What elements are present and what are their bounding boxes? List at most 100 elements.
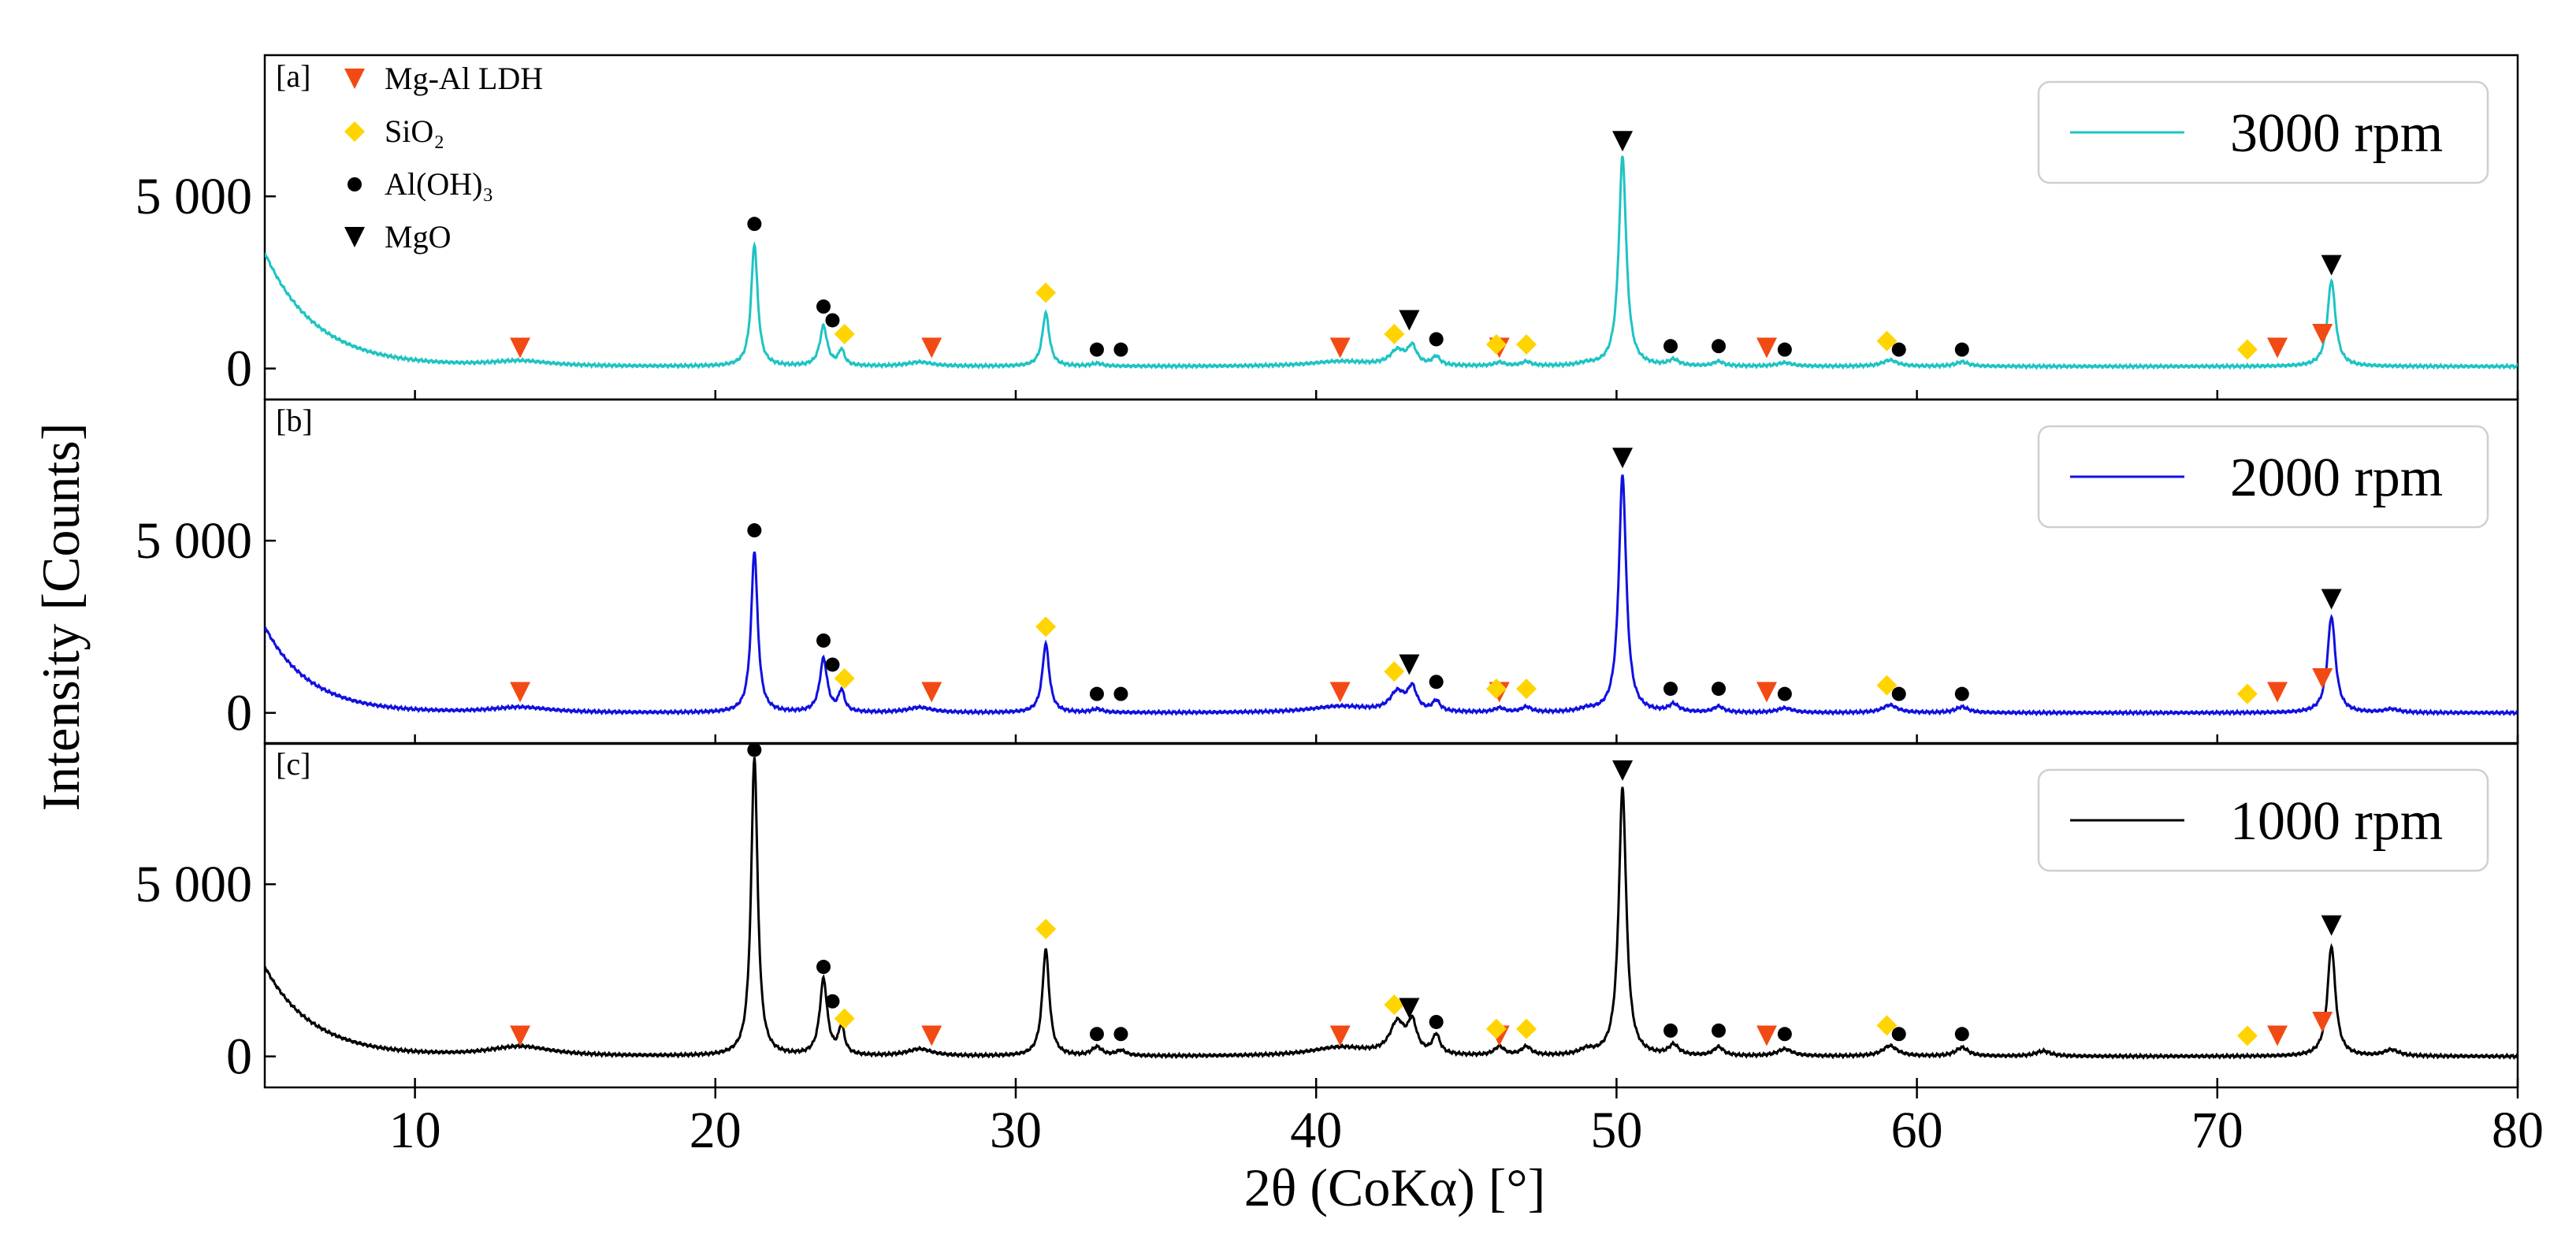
ldh-marker bbox=[2312, 667, 2333, 689]
sio2-marker bbox=[2236, 339, 2258, 360]
sio2-marker bbox=[1876, 1015, 1898, 1036]
series-line bbox=[265, 155, 2518, 370]
sio2-marker bbox=[1035, 616, 1057, 637]
x-tick-label: 60 bbox=[1891, 1102, 1943, 1159]
aloh3-marker bbox=[1891, 686, 1906, 701]
aloh3-marker bbox=[1891, 342, 1906, 357]
legend-box bbox=[2037, 768, 2489, 872]
sio2-marker bbox=[2236, 683, 2258, 704]
ldh-marker bbox=[921, 337, 942, 359]
mgo-marker bbox=[1612, 760, 1634, 781]
sio2-marker bbox=[1035, 282, 1057, 303]
sio2-marker bbox=[1485, 678, 1507, 700]
mgo-marker bbox=[2321, 589, 2342, 610]
x-axis: 10 20 30 40 50 60 70 80 bbox=[389, 1087, 2544, 1159]
aloh3-marker bbox=[1089, 342, 1104, 357]
aloh3-marker bbox=[1429, 1014, 1444, 1029]
sio2-marker bbox=[1516, 1018, 1537, 1039]
aloh3-marker bbox=[1113, 686, 1128, 701]
aloh3-marker bbox=[1777, 686, 1792, 701]
aloh3-marker bbox=[1429, 675, 1444, 689]
panel-a: 0 5 000 [a] 3000 rpm bbox=[136, 54, 2519, 401]
x-tick-label: 10 bbox=[389, 1102, 441, 1159]
ldh-marker bbox=[1329, 1025, 1351, 1046]
ldh-marker bbox=[510, 337, 531, 359]
ldh-marker bbox=[2312, 1011, 2333, 1032]
aloh3-marker bbox=[1089, 1027, 1104, 1042]
y-tick-label: 5 000 bbox=[136, 168, 253, 225]
legend-box bbox=[2037, 80, 2489, 184]
marker-legend-label: Al(OH)₃ bbox=[385, 166, 493, 202]
aloh3-marker bbox=[1954, 686, 1969, 701]
y-tick-label: 5 000 bbox=[136, 856, 253, 913]
aloh3-marker bbox=[1113, 1027, 1128, 1042]
ldh-marker bbox=[1756, 1025, 1777, 1046]
mgo-marker bbox=[2321, 915, 2342, 936]
aloh3-marker bbox=[816, 299, 831, 314]
legend-label: 1000 rpm bbox=[2230, 791, 2443, 852]
aloh3-marker bbox=[1712, 682, 1727, 697]
x-tick-label: 80 bbox=[2492, 1102, 2544, 1159]
x-tick-label: 40 bbox=[1290, 1102, 1342, 1159]
y-axis-label: Intensity [Counts] bbox=[31, 423, 91, 812]
mgo-marker bbox=[1399, 998, 1420, 1019]
aloh3-marker bbox=[1954, 342, 1969, 357]
mgo-marker bbox=[1612, 131, 1634, 152]
sio2-marker bbox=[1035, 918, 1057, 939]
y-tick-label: 0 bbox=[226, 1028, 252, 1086]
aloh3-marker bbox=[1089, 686, 1104, 701]
legend-label: 3000 rpm bbox=[2230, 103, 2443, 164]
sio2-marker bbox=[1485, 334, 1507, 355]
y-tick-label: 0 bbox=[226, 685, 252, 742]
ldh-marker bbox=[1756, 337, 1777, 359]
aloh3-marker bbox=[747, 742, 762, 757]
aloh3-marker bbox=[747, 523, 762, 538]
ldh-marker bbox=[1756, 682, 1777, 703]
x-tick-label: 30 bbox=[990, 1102, 1042, 1159]
panel-c: 0 5 000 [c] 1000 rpm bbox=[136, 741, 2519, 1089]
aloh3-marker bbox=[816, 960, 831, 975]
marker-legend-label: MgO bbox=[385, 219, 451, 255]
aloh3-marker bbox=[1954, 1027, 1969, 1042]
marker-legend-label: SiO₂ bbox=[385, 113, 444, 149]
marker-legend-label: Mg-Al LDH bbox=[385, 61, 543, 96]
sio2-marker bbox=[834, 1008, 855, 1029]
aloh3-marker bbox=[1663, 682, 1678, 697]
mgo-marker bbox=[1399, 310, 1420, 331]
aloh3-marker bbox=[348, 177, 362, 191]
sio2-marker bbox=[1516, 334, 1537, 355]
ldh-marker bbox=[1329, 337, 1351, 359]
ldh-marker bbox=[2312, 323, 2333, 344]
mgo-marker bbox=[1399, 654, 1420, 675]
ldh-marker bbox=[344, 69, 365, 89]
mgo-marker bbox=[2321, 255, 2342, 276]
mgo-marker bbox=[1612, 448, 1634, 469]
panels-layer: 0 5 000 [a] 3000 rpm 0 5 000 [b] 2000 rpm 0 5 000… bbox=[136, 54, 2519, 1089]
sio2-marker bbox=[1516, 678, 1537, 700]
marker-legend: Mg-Al LDH SiO₂ Al(OH)₃ MgO bbox=[344, 61, 543, 255]
panel-frame bbox=[263, 741, 2519, 1089]
ldh-marker bbox=[2267, 337, 2288, 359]
ldh-marker bbox=[510, 682, 531, 703]
aloh3-marker bbox=[1663, 339, 1678, 354]
panel-tag: [b] bbox=[276, 403, 313, 438]
sio2-marker bbox=[1384, 661, 1405, 682]
x-tick-label: 50 bbox=[1590, 1102, 1642, 1159]
legend-label: 2000 rpm bbox=[2230, 448, 2443, 508]
sio2-marker bbox=[1485, 1018, 1507, 1039]
series-line bbox=[265, 474, 2518, 717]
aloh3-marker bbox=[747, 217, 762, 232]
sio2-marker bbox=[1876, 675, 1898, 696]
aloh3-marker bbox=[1777, 342, 1792, 357]
aloh3-marker bbox=[816, 633, 831, 648]
ldh-marker bbox=[510, 1025, 531, 1046]
x-tick-label: 70 bbox=[2191, 1102, 2243, 1159]
y-tick-label: 5 000 bbox=[136, 512, 253, 570]
sio2-marker bbox=[834, 323, 855, 344]
aloh3-marker bbox=[825, 657, 840, 672]
ldh-marker bbox=[2267, 682, 2288, 703]
y-tick-label: 0 bbox=[226, 340, 252, 398]
sio2-marker bbox=[1384, 994, 1405, 1016]
aloh3-marker bbox=[1663, 1023, 1678, 1038]
ldh-marker bbox=[1329, 682, 1351, 703]
